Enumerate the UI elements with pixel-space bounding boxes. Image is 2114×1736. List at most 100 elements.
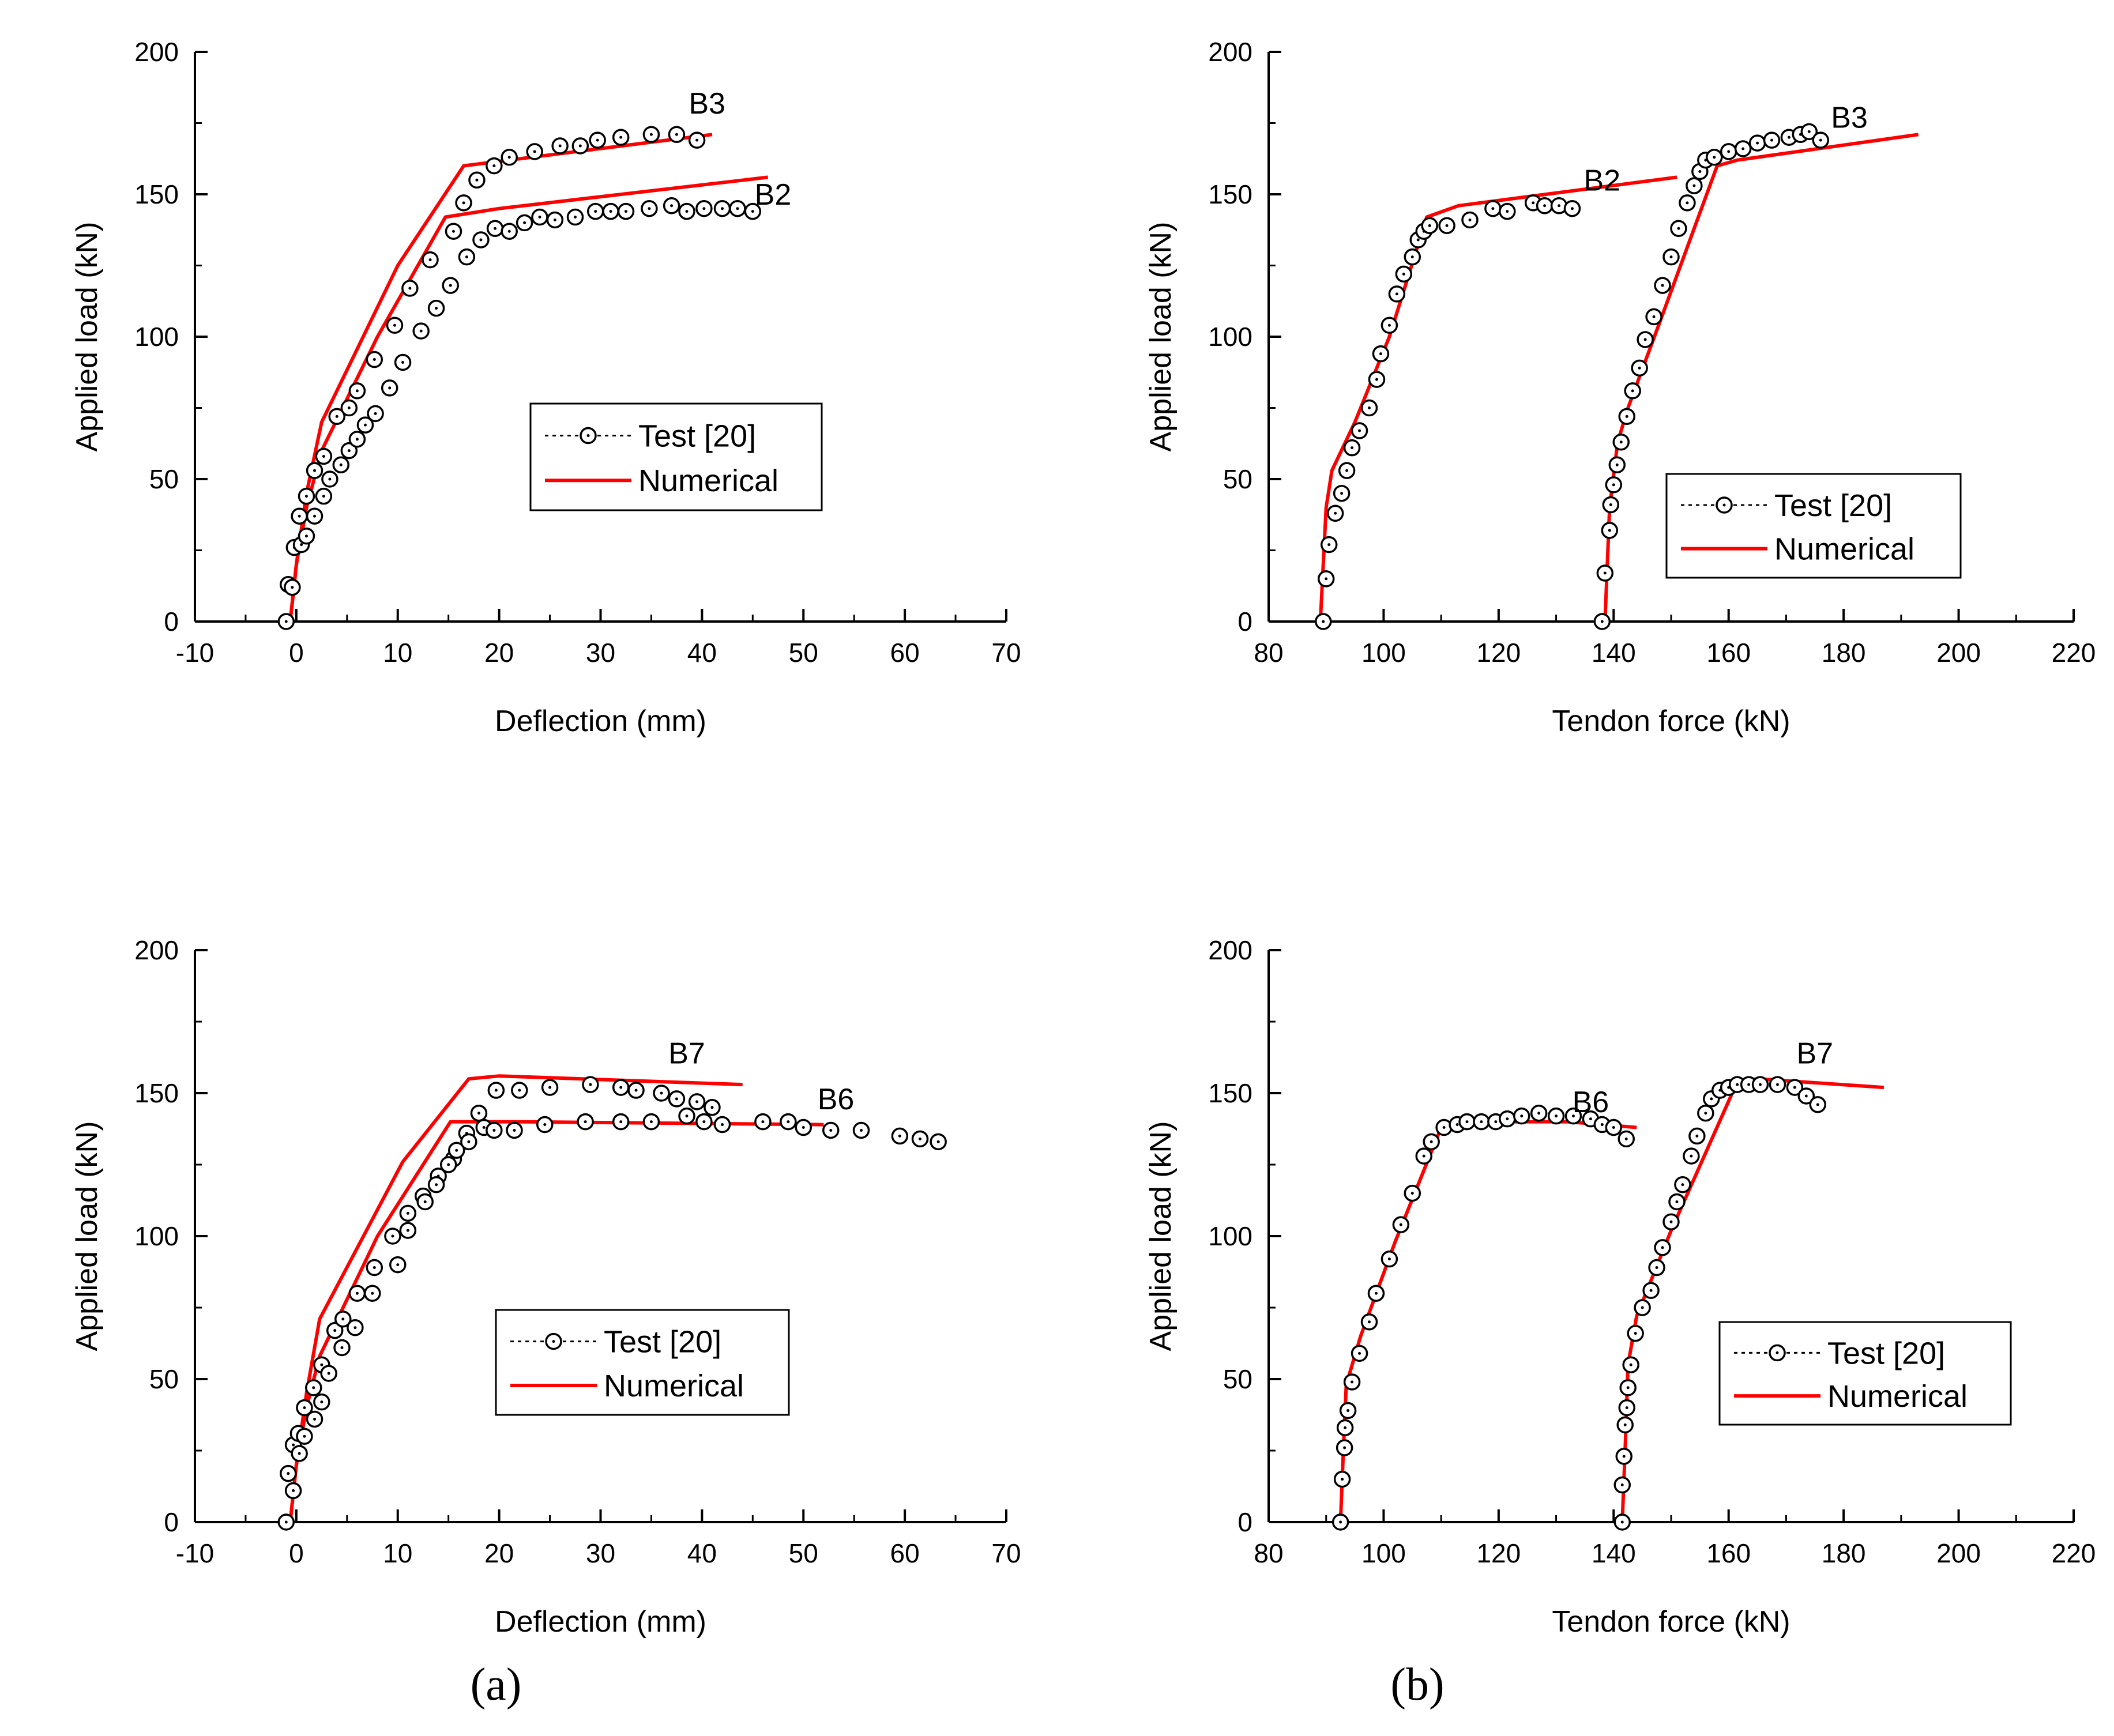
test-point-center [320,1400,324,1404]
x-tick-label: -10 [176,638,214,668]
test-point-center [353,1326,357,1330]
legend-test-label: Test [20] [604,1325,721,1360]
test-point-center [1416,238,1420,242]
test-point-center [1626,1386,1630,1389]
test-point-center [303,1434,306,1438]
test-point-center [1776,1083,1779,1086]
test-point-center [298,514,301,518]
test-point-center [829,1128,833,1132]
test-point-center [1387,323,1391,327]
test-point-center [406,1229,409,1232]
test-point-center [313,469,317,472]
test-point-center [1634,1332,1637,1335]
test-point-center [1612,1126,1615,1129]
y-tick-label: 50 [1223,464,1252,494]
test-point-center [761,1120,765,1124]
legend-test-marker-center [552,1340,555,1343]
test-point-center [1807,130,1811,133]
test-point-center [751,210,754,213]
test-point-center [1368,406,1371,409]
test-point-center [1494,1120,1498,1124]
test-series [284,1107,947,1500]
test-point-center [333,1329,337,1332]
test-series [1314,194,1581,630]
test-point-center [507,229,511,233]
test-point-center [1358,429,1361,432]
test-point-center [1555,1114,1558,1118]
test-point-center [1620,1483,1624,1487]
test-point-center [388,386,392,390]
test-point-center [594,210,597,213]
test-point-center [298,1452,301,1455]
test-point-center [1770,138,1773,142]
test-point-center [455,1148,458,1152]
test-point-center [1480,1120,1483,1124]
legend-test-label: Test [20] [1827,1336,1945,1370]
legend-numerical-label: Numerical [638,464,778,498]
numerical-series-line [288,175,769,622]
test-point-center [1661,1246,1664,1249]
test-point-center [1410,255,1414,259]
test-point-center [1340,492,1344,495]
curve-label: B6 [1573,1086,1609,1119]
test-point-center [355,389,359,393]
test-point-center [435,307,438,310]
test-point-center [1375,378,1378,381]
x-tick-label: 70 [991,1538,1021,1568]
test-point-center [428,258,432,262]
test-point-center [304,534,308,538]
test-point-center [1625,415,1628,418]
curve-label: B6 [818,1083,855,1116]
x-axis-title: Deflection (mm) [495,1605,706,1639]
test-point-center [1445,224,1449,227]
y-tick-label: 200 [1208,935,1252,965]
test-point-center [1756,141,1759,145]
test-point-center [1736,1083,1739,1086]
test-point-center [1695,1134,1699,1138]
test-point-center [507,156,511,159]
y-tick-label: 0 [1237,607,1252,637]
test-point-center [347,449,351,453]
test-point-center [1399,1223,1402,1226]
legend-numerical-label: Numerical [1827,1379,1968,1414]
chart-top-right: 80 100 120 140 160 180 200 220 0 50 100 150 200 Tendo… [1144,37,2096,738]
caption-a: (a) [471,1659,522,1710]
test-point-center [1322,620,1325,623]
test-point-center [1506,1117,1509,1121]
test-point-center [1537,1112,1541,1115]
legend: Test [20] Numerical [529,402,823,511]
test-point-center [1334,511,1337,515]
test-point-center [1624,1137,1628,1140]
test-point-center [859,1128,863,1132]
test-point-center [341,1317,345,1321]
test-point-center [1615,463,1619,466]
chart-top-left: -10 0 10 20 30 40 50 60 70050100150200Deflection… [70,37,1021,738]
test-point-center [435,1183,438,1187]
test-point-center [494,1089,498,1092]
y-tick-label: 50 [149,464,179,494]
test-point-center [1655,1266,1658,1270]
test-point-center [619,135,623,139]
test-point-center [702,1120,706,1124]
test-point-center [710,1106,714,1109]
test-point-center [695,1100,699,1104]
test-point-center [596,138,599,142]
test-point-center [449,284,452,287]
test-point-center [371,1291,374,1295]
test-point-center [393,323,396,327]
test-point-center [313,1417,317,1421]
y-tick-label: 0 [1237,1507,1252,1537]
test-point-center [1344,1426,1347,1429]
test-point-center [802,1126,805,1129]
test-point-center [936,1140,940,1143]
caption-b: (b) [1390,1659,1444,1710]
test-point-center [609,210,612,213]
test-point-center [479,238,483,242]
test-point-center [558,144,562,148]
test-point-center [1698,170,1702,173]
test-point-center [1410,1192,1414,1195]
test-point-center [452,229,455,233]
legend: Test [20] Numerical [1665,473,1962,579]
test-point-center [423,1200,427,1203]
test-point-center [1816,1103,1819,1106]
